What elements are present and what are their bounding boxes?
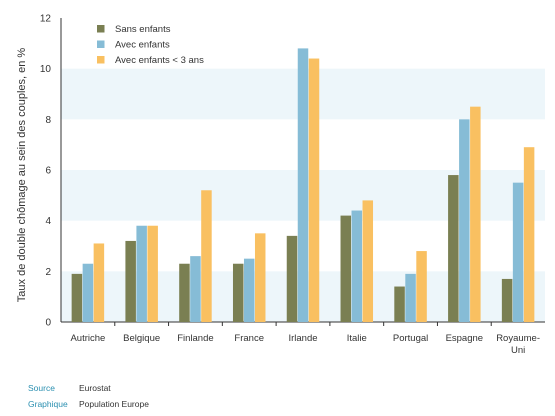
bar bbox=[147, 225, 158, 322]
bar bbox=[82, 263, 94, 322]
legend-swatch bbox=[97, 40, 105, 48]
bar bbox=[297, 48, 309, 323]
x-tick-label-line: Italie bbox=[347, 333, 367, 344]
bar bbox=[405, 273, 416, 322]
graphic-label: Graphique bbox=[28, 399, 68, 409]
y-tick-label: 0 bbox=[45, 318, 51, 329]
y-tick-label: 8 bbox=[45, 115, 51, 126]
x-tick-label-line: Belgique bbox=[123, 333, 160, 344]
y-axis-title: Taux de double chômage au sein des coupl… bbox=[16, 48, 28, 303]
bar bbox=[71, 273, 83, 322]
legend-label: Avec enfants bbox=[115, 40, 170, 51]
bar bbox=[308, 58, 320, 323]
x-tick-label-line: Royaume- bbox=[496, 333, 540, 344]
x-tick-label: Irlande bbox=[288, 333, 317, 344]
bar bbox=[416, 251, 427, 322]
x-tick-label-line: Uni bbox=[511, 345, 525, 356]
x-tick-label-line: Autriche bbox=[70, 333, 105, 344]
bar bbox=[512, 182, 524, 322]
x-tick-label: France bbox=[234, 333, 264, 344]
bar bbox=[232, 263, 244, 322]
bar bbox=[501, 278, 513, 322]
x-tick-label-line: Espagne bbox=[446, 333, 484, 344]
legend-swatch bbox=[97, 25, 105, 33]
source-label: Source bbox=[28, 383, 55, 393]
x-tick-label: Finlande bbox=[177, 333, 213, 344]
bar bbox=[125, 240, 136, 322]
x-tick-label: Espagne bbox=[446, 333, 484, 344]
x-tick-label: Autriche bbox=[70, 333, 105, 344]
source-value: Eurostat bbox=[79, 383, 111, 393]
bar bbox=[286, 235, 298, 322]
bar bbox=[523, 147, 535, 322]
x-tick-label-line: Irlande bbox=[288, 333, 317, 344]
x-tick-label-line: France bbox=[234, 333, 264, 344]
bar bbox=[243, 258, 255, 322]
x-tick-label-line: Portugal bbox=[393, 333, 428, 344]
bar bbox=[448, 175, 459, 322]
bar bbox=[394, 286, 405, 322]
x-tick-label: Portugal bbox=[393, 333, 428, 344]
x-tick-label: Belgique bbox=[123, 333, 160, 344]
x-tick-label: Italie bbox=[347, 333, 367, 344]
y-tick-label: 2 bbox=[45, 267, 51, 278]
bar bbox=[136, 225, 147, 322]
graphic-line: Graphique Population Europe bbox=[28, 398, 149, 411]
graphic-value: Population Europe bbox=[79, 399, 149, 409]
bar bbox=[470, 106, 481, 323]
bar bbox=[190, 256, 201, 322]
bar bbox=[201, 190, 212, 322]
bar bbox=[340, 215, 352, 322]
legend-swatch bbox=[97, 56, 105, 64]
x-tick-label: Royaume-Uni bbox=[496, 333, 540, 356]
bar bbox=[254, 233, 266, 322]
y-tick-label: 12 bbox=[40, 14, 52, 25]
legend-label: Sans enfants bbox=[115, 24, 171, 35]
bar bbox=[93, 243, 105, 322]
y-tick-label: 4 bbox=[45, 216, 51, 227]
bar bbox=[362, 200, 374, 322]
x-tick-label-line: Finlande bbox=[177, 333, 213, 344]
y-tick-label: 10 bbox=[40, 64, 52, 75]
bar bbox=[179, 263, 190, 322]
bar bbox=[459, 119, 470, 322]
source-line: Source Eurostat bbox=[28, 382, 111, 395]
legend-label: Avec enfants < 3 ans bbox=[115, 55, 204, 66]
y-tick-label: 6 bbox=[45, 166, 51, 177]
bar bbox=[351, 210, 363, 322]
